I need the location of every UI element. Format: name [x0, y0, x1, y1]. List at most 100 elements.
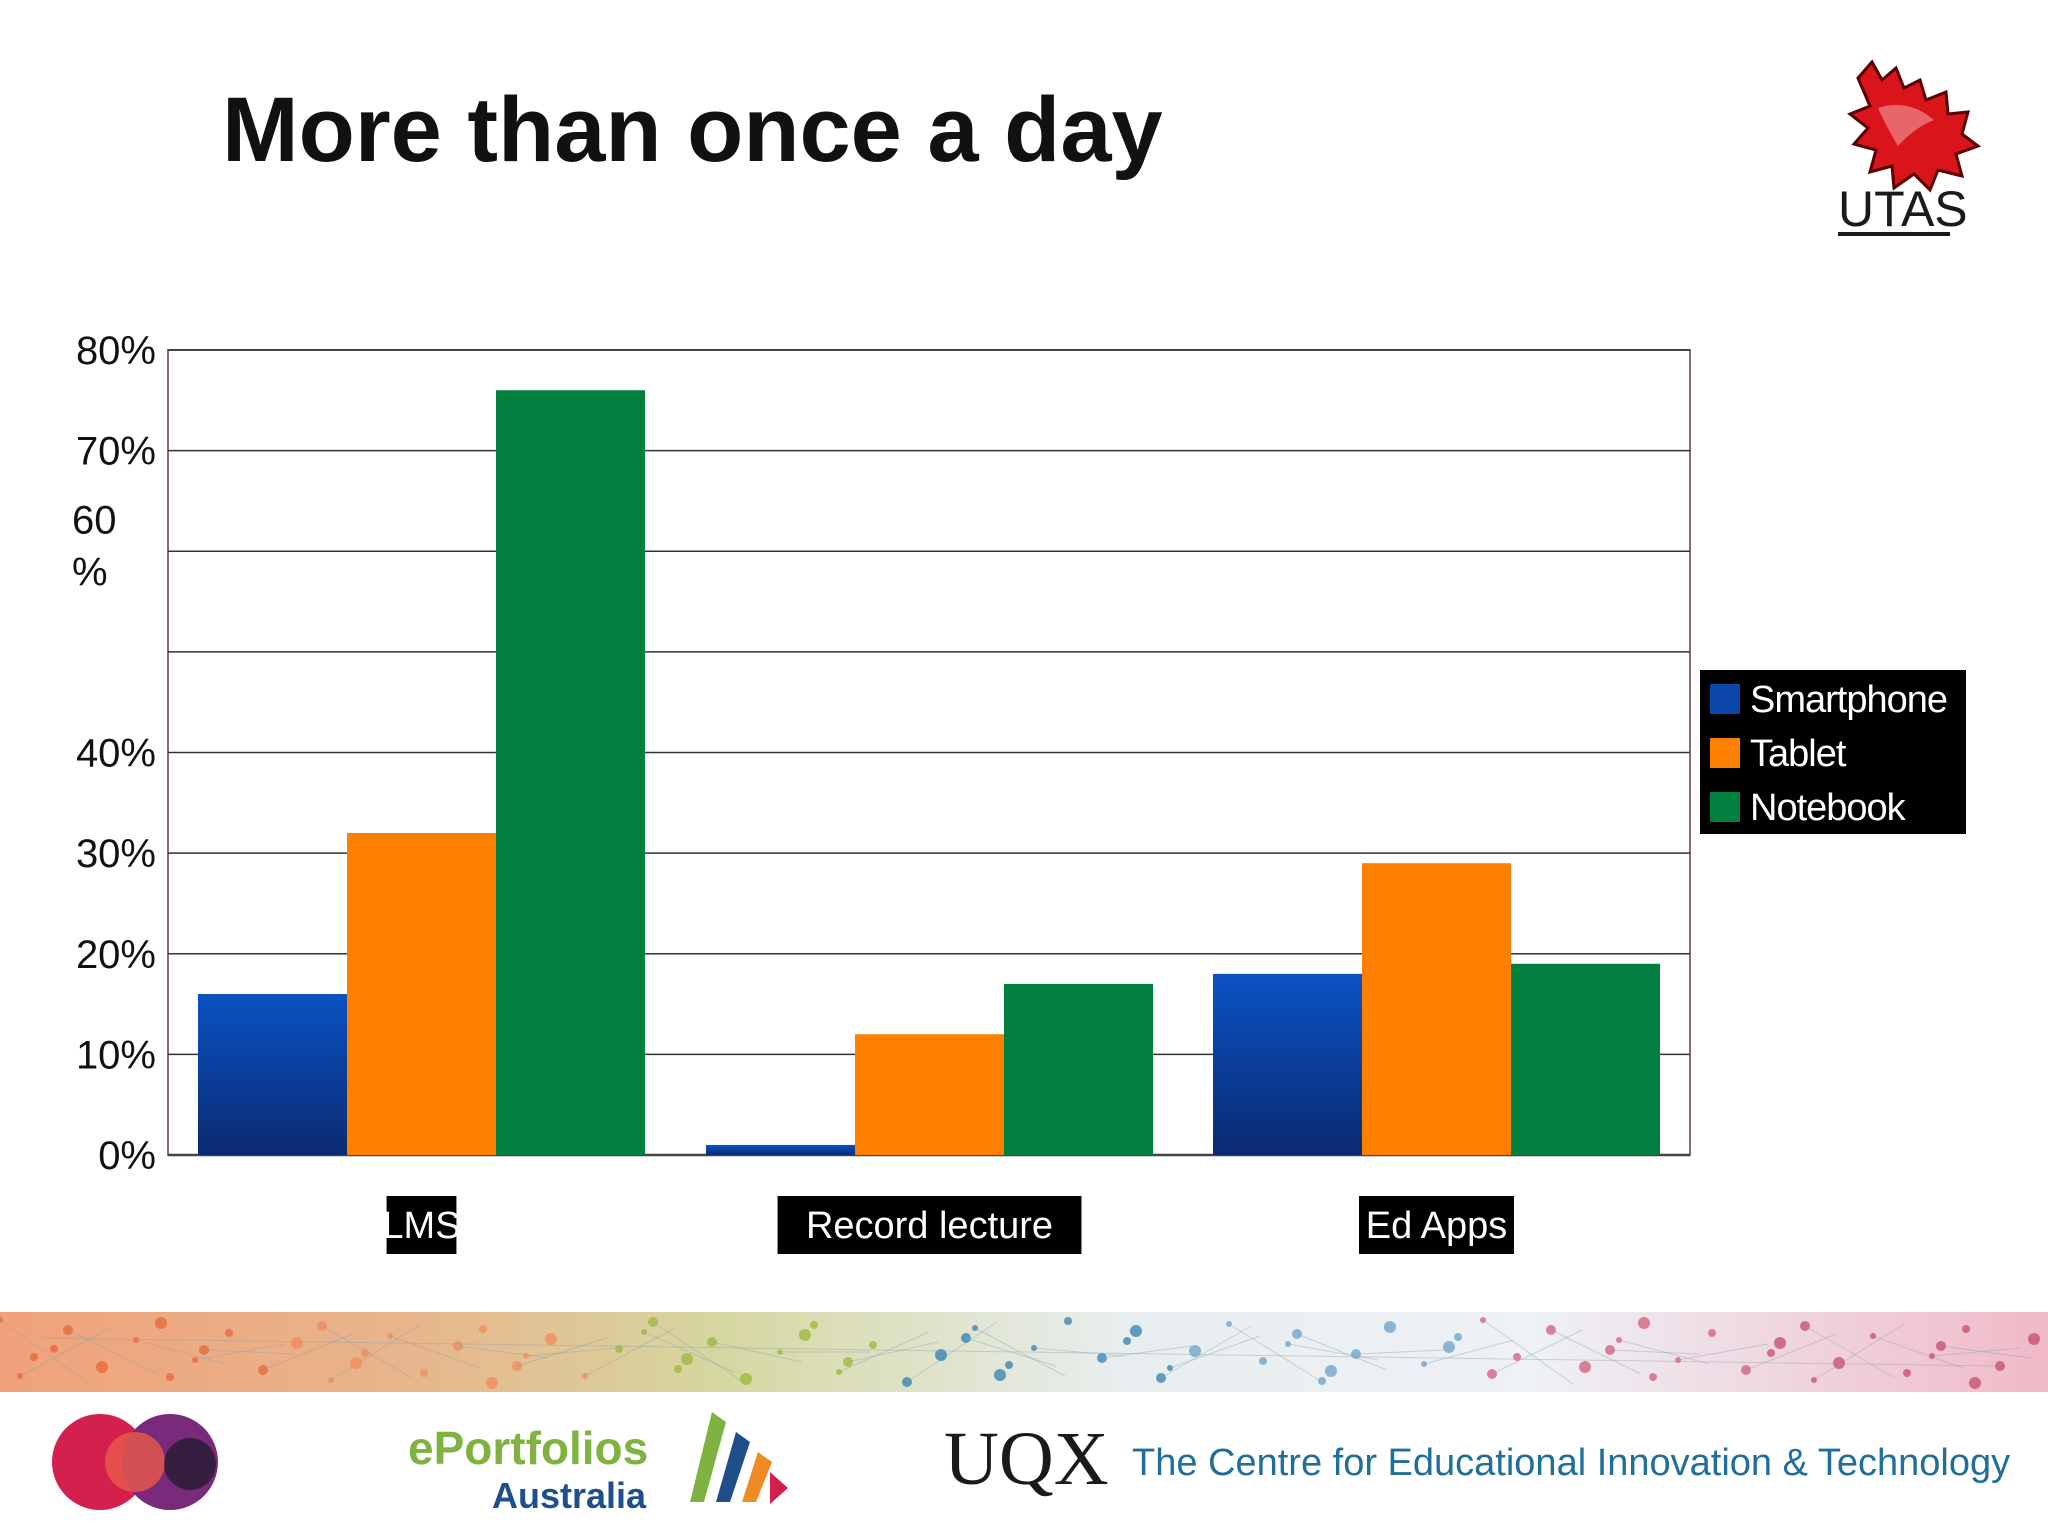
banner-line [974, 1327, 1066, 1377]
banner-dot [1285, 1341, 1291, 1347]
banner-line [1355, 1349, 1447, 1355]
banner-line [135, 1339, 227, 1365]
bar-tablet-ed-apps [1362, 863, 1511, 1155]
banner-dot [1929, 1353, 1935, 1359]
banner-dot [1936, 1341, 1946, 1351]
eportfolios-australia-logo: ePortfolios Australia [408, 1412, 788, 1516]
banner-dot [225, 1329, 233, 1337]
banner-line [41, 1337, 2001, 1367]
banner-line [1804, 1325, 1896, 1379]
banner-dot [935, 1349, 947, 1361]
banner-dot [1903, 1369, 1911, 1377]
banner-dot [972, 1325, 978, 1331]
utas-logo-text: UTAS [1838, 181, 1968, 237]
banner-dot [30, 1353, 38, 1361]
banner-line [711, 1341, 803, 1363]
banner-dot [799, 1329, 811, 1341]
banner-dot [1031, 1345, 1037, 1351]
banner-dot [166, 1373, 174, 1381]
banner-dot [740, 1373, 752, 1385]
y-tick-labels: 80% 70% 60 % 40% 30% 20% 10% 0% [72, 329, 156, 1178]
banner-line [1101, 1345, 1193, 1359]
banner-dot [1292, 1329, 1302, 1339]
banner-dot [155, 1317, 167, 1329]
banner-line [838, 1331, 930, 1373]
bar-smartphone-record-lecture [706, 1144, 855, 1155]
banner-dot [199, 1345, 209, 1355]
banner-dot [387, 1333, 393, 1339]
banner-dot [961, 1333, 971, 1343]
banner-dot [1130, 1325, 1142, 1337]
legend: Smartphone Tablet Notebook [1700, 670, 1966, 834]
y-tick-label: 40% [76, 732, 156, 776]
banner-line [389, 1335, 481, 1369]
bar-tablet-record-lecture [855, 1034, 1004, 1155]
banner-line [1482, 1319, 1574, 1385]
banner-dot [1638, 1317, 1650, 1329]
australia-logo-text: Australia [492, 1475, 647, 1516]
banner-line [652, 1321, 744, 1383]
banner-line [1677, 1343, 1769, 1361]
legend-swatch-smartphone [1710, 684, 1740, 714]
banner-dot [0, 1317, 3, 1323]
legend-swatch-notebook [1710, 792, 1740, 822]
legend-label-smartphone: Smartphone [1750, 679, 1947, 721]
banner-dot [258, 1365, 268, 1375]
banner-dot [1870, 1333, 1876, 1339]
banner-dot [707, 1337, 717, 1347]
banner-dot [512, 1361, 522, 1371]
banner-dot [1005, 1361, 1013, 1369]
banner-line [525, 1347, 617, 1357]
y-tick-label: 60% [72, 498, 117, 594]
banner-dot [902, 1377, 912, 1387]
bar-chart: 80% 70% 60 % 40% 30% 20% 10% 0% LMS Record lectur… [72, 329, 1966, 1254]
banner-dot [1454, 1333, 1462, 1341]
banner-dot [1833, 1357, 1845, 1369]
banner-dot [1579, 1361, 1591, 1373]
banner-line [1813, 1323, 1905, 1381]
banner-dot [843, 1357, 853, 1367]
banner-dot [1513, 1353, 1521, 1361]
banner-dot [453, 1341, 463, 1351]
banner-dot [1123, 1337, 1131, 1345]
banner-dot [2028, 1333, 2040, 1345]
uqx-logo-text: UQX [944, 1417, 1109, 1501]
banner-dot [1811, 1377, 1817, 1383]
legend-box [1700, 670, 1966, 834]
banner-line [1745, 1333, 1837, 1371]
anniversary-logo [52, 1414, 218, 1510]
banner-dot [836, 1369, 842, 1375]
banner-line [1033, 1347, 1125, 1357]
banner-dot [1605, 1345, 1615, 1355]
x-category-label: LMS [382, 1205, 460, 1247]
banner-line [584, 1327, 676, 1377]
banner-dot [1962, 1325, 1970, 1333]
x-category-label: Record lecture [806, 1205, 1053, 1247]
banner-dot [1480, 1317, 1486, 1323]
banner-dot [291, 1337, 303, 1349]
banner-line [67, 1329, 159, 1375]
bar-smartphone-lms [198, 994, 347, 1155]
banner-line [1618, 1339, 1710, 1365]
utas-logo: UTAS [1838, 59, 1982, 237]
bar-notebook-lms [496, 390, 645, 1155]
x-category-labels: LMS Record lecture Ed Apps [382, 1196, 1514, 1254]
banner-dot [1351, 1349, 1361, 1359]
banner-dot [479, 1325, 487, 1333]
banner-dot [810, 1321, 818, 1329]
banner-line [1550, 1329, 1642, 1375]
y-tick-label: 10% [76, 1033, 156, 1077]
eportfolios-logo-text: ePortfolios [408, 1422, 648, 1474]
banner-line [321, 1325, 413, 1379]
banner-line [1872, 1335, 1964, 1369]
legend-label-notebook: Notebook [1750, 787, 1907, 829]
banner-line [262, 1333, 354, 1371]
lion-emblem-icon [1847, 59, 1982, 193]
banner-dot [1774, 1337, 1786, 1349]
banner-line [1940, 1345, 2032, 1359]
banner-dot [1995, 1361, 2005, 1371]
banner-line [906, 1321, 998, 1383]
x-label-bg [386, 1196, 457, 1254]
banner-dot [1675, 1357, 1681, 1363]
banner-dot [350, 1357, 362, 1369]
